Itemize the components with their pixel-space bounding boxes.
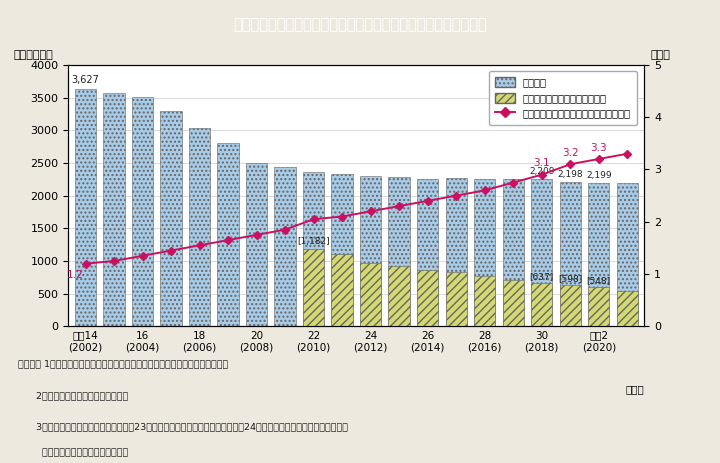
Bar — [303, 249, 324, 326]
Bar — [389, 266, 410, 326]
Text: 2,198: 2,198 — [557, 170, 583, 179]
Bar — [331, 174, 353, 326]
Text: （年）: （年） — [626, 384, 644, 394]
Bar — [189, 128, 210, 326]
Bar — [331, 255, 353, 326]
Text: （消防団数）: （消防団数） — [14, 50, 53, 60]
Bar — [616, 182, 638, 326]
Bar — [161, 111, 181, 326]
Text: 成２２年４月１日の数値で集計。: 成２２年４月１日の数値で集計。 — [18, 449, 128, 458]
Bar — [417, 179, 438, 326]
Text: [1,182]: [1,182] — [297, 238, 330, 246]
Bar — [360, 176, 382, 326]
Bar — [559, 285, 581, 326]
Text: 2,209: 2,209 — [529, 168, 554, 176]
Bar — [531, 179, 552, 326]
Bar — [446, 272, 467, 326]
Text: 3.2: 3.2 — [562, 148, 579, 158]
Bar — [503, 280, 524, 326]
Bar — [274, 168, 296, 326]
Bar — [446, 178, 467, 326]
Text: 3.3: 3.3 — [590, 143, 607, 153]
Bar — [360, 263, 382, 326]
Bar — [531, 283, 552, 326]
Bar — [217, 144, 239, 326]
Text: 2．原則として各年４月１日現在。: 2．原則として各年４月１日現在。 — [18, 391, 128, 400]
Bar — [104, 93, 125, 326]
Bar — [417, 269, 438, 326]
Bar — [389, 177, 410, 326]
Bar — [474, 276, 495, 326]
Text: [637]: [637] — [530, 272, 554, 282]
Bar — [303, 172, 324, 326]
Text: Ｉ－４－８図　消防団数及び消防団員に占める女性の割合の推移: Ｉ－４－８図 消防団数及び消防団員に占める女性の割合の推移 — [233, 17, 487, 32]
Bar — [246, 163, 267, 326]
Bar — [474, 179, 495, 326]
Text: （％）: （％） — [650, 50, 670, 60]
Bar — [503, 179, 524, 326]
Bar — [588, 183, 609, 326]
Bar — [588, 288, 609, 326]
Text: 3．東日本大震災の影響により，平成23年の岐阜県，宮城県及び福島県，平成24年の宮城県牧鹿郡女川町の値は，平: 3．東日本大震災の影響により，平成23年の岐阜県，宮城県及び福島県，平成24年の… — [18, 422, 348, 431]
Text: 1.2: 1.2 — [67, 270, 84, 280]
Text: （備考） 1．消防庁「消防防災・震災対策現況調査」及び消防庁資料より作成。: （備考） 1．消防庁「消防防災・震災対策現況調査」及び消防庁資料より作成。 — [18, 360, 228, 369]
Bar — [132, 97, 153, 326]
Text: 3.1: 3.1 — [534, 158, 550, 169]
Text: 2,199: 2,199 — [586, 171, 611, 180]
Bar — [75, 89, 96, 326]
Bar — [559, 182, 581, 326]
Bar — [616, 291, 638, 326]
Text: 3,627: 3,627 — [71, 75, 99, 85]
Legend: 消防団数, うち女性団員がいない消防団数, 消防団員に占める女性の割合（右目盛）: 消防団数, うち女性団員がいない消防団数, 消防団員に占める女性の割合（右目盛） — [488, 71, 636, 125]
Text: [548]: [548] — [587, 276, 611, 285]
Text: [598]: [598] — [558, 274, 582, 283]
